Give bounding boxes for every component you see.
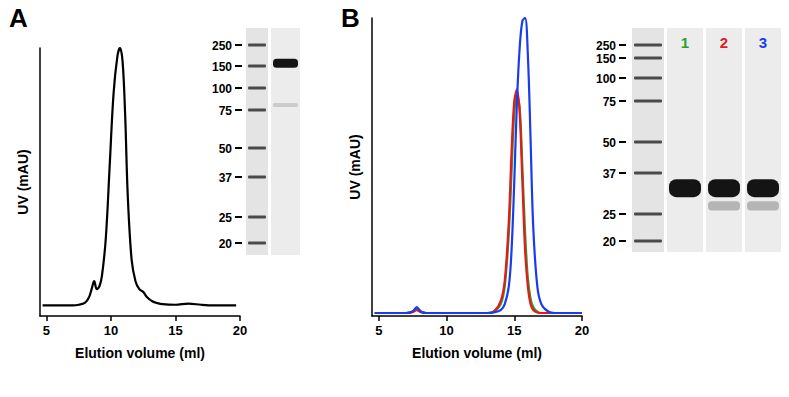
- svg-text:Elution volume (ml): Elution volume (ml): [412, 345, 542, 361]
- svg-text:37: 37: [219, 171, 233, 185]
- svg-text:250: 250: [596, 39, 616, 53]
- svg-text:20: 20: [575, 323, 589, 338]
- svg-text:150: 150: [212, 60, 232, 74]
- svg-text:250: 250: [212, 39, 232, 53]
- svg-text:B: B: [341, 3, 360, 33]
- svg-text:10: 10: [104, 323, 118, 338]
- svg-text:150: 150: [596, 52, 616, 66]
- svg-text:20: 20: [603, 235, 617, 249]
- svg-text:75: 75: [219, 104, 233, 118]
- svg-text:37: 37: [603, 167, 617, 181]
- svg-text:100: 100: [596, 72, 616, 86]
- svg-text:20: 20: [219, 237, 233, 251]
- svg-text:5: 5: [43, 323, 50, 338]
- svg-text:50: 50: [219, 142, 233, 156]
- svg-text:75: 75: [603, 95, 617, 109]
- svg-text:25: 25: [603, 208, 617, 222]
- svg-text:Elution volume (ml): Elution volume (ml): [75, 345, 205, 361]
- svg-text:A: A: [9, 3, 28, 33]
- svg-text:3: 3: [759, 34, 767, 51]
- svg-text:50: 50: [603, 136, 617, 150]
- svg-text:15: 15: [507, 323, 521, 338]
- svg-text:100: 100: [212, 82, 232, 96]
- svg-text:UV (mAU): UV (mAU): [347, 134, 363, 199]
- svg-text:1: 1: [681, 34, 689, 51]
- svg-text:UV (mAU): UV (mAU): [15, 149, 31, 214]
- svg-text:20: 20: [233, 323, 247, 338]
- svg-text:10: 10: [439, 323, 453, 338]
- svg-text:2: 2: [720, 34, 728, 51]
- svg-text:25: 25: [219, 211, 233, 225]
- svg-text:15: 15: [168, 323, 182, 338]
- svg-text:5: 5: [375, 323, 382, 338]
